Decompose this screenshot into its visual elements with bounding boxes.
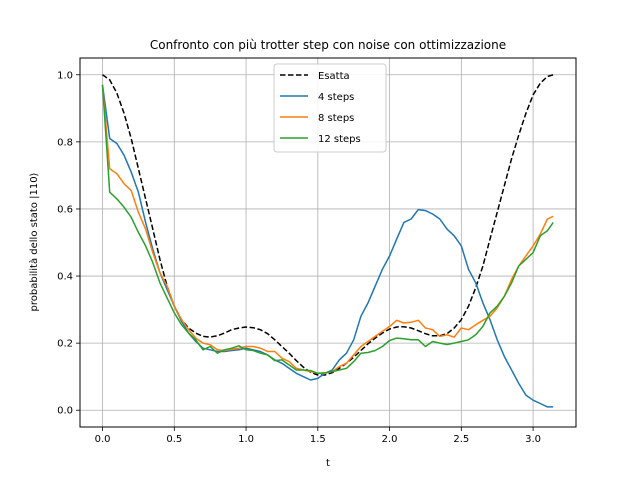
y-tick-label: 0.2 [57, 339, 73, 350]
legend-label: 4 steps [318, 92, 354, 103]
legend-label: 8 steps [318, 113, 354, 124]
legend-label: 12 steps [318, 134, 361, 145]
x-axis-label: t [326, 458, 330, 469]
chart-title: Confronto con più trotter step con noise… [150, 38, 506, 52]
y-tick-label: 0.8 [57, 137, 73, 148]
series-line-12-steps [101, 84, 554, 375]
plot-area [101, 74, 554, 408]
legend: Esatta 4 steps 8 steps 12 steps [273, 63, 387, 153]
legend-box [273, 63, 387, 153]
x-tick-label: 1.0 [238, 434, 254, 445]
x-tick-label: 0.0 [95, 434, 111, 445]
axes-frame [79, 57, 577, 428]
y-tick-label: 0.0 [57, 406, 73, 417]
x-tick-label: 2.5 [453, 434, 469, 445]
x-tick-label: 3.0 [525, 434, 541, 445]
x-tick-label: 2.0 [382, 434, 398, 445]
legend-label: Esatta [318, 71, 350, 82]
x-tick-label: 0.5 [166, 434, 182, 445]
x-axis: 0.0 0.5 1.0 1.5 2.0 2.5 3.0 [95, 427, 541, 445]
y-tick-label: 0.6 [57, 204, 73, 215]
y-axis: 0.0 0.2 0.4 0.6 0.8 1.0 [57, 70, 80, 417]
x-tick-label: 1.5 [310, 434, 326, 445]
y-axis-label: probabilità dello stato |110⟩ [28, 172, 40, 311]
y-tick-label: 0.4 [57, 272, 73, 283]
y-tick-label: 1.0 [57, 70, 73, 81]
grid [80, 58, 576, 427]
